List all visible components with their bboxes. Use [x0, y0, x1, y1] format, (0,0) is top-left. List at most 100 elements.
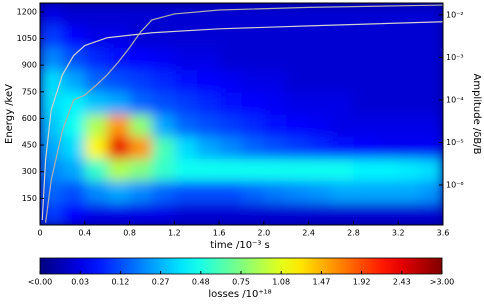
heat-cell	[308, 158, 332, 182]
heat-cell	[308, 91, 332, 115]
heat-cell	[331, 91, 354, 115]
heat-cell	[40, 91, 63, 115]
heat-cell	[151, 202, 175, 225]
heat-cell	[420, 136, 443, 159]
heat-cell	[286, 25, 310, 48]
heat-cell	[331, 158, 354, 182]
heat-cell	[219, 69, 242, 93]
heat-cell	[353, 69, 377, 93]
heat-cell	[129, 3, 153, 26]
heat-cell	[129, 158, 153, 182]
heat-cell	[84, 158, 108, 182]
heat-cell	[375, 114, 399, 137]
heat-cell	[129, 47, 153, 71]
heat-cell	[62, 158, 86, 182]
heat-cell	[241, 136, 265, 159]
heat-cell	[241, 3, 265, 26]
heat-cell	[196, 136, 220, 159]
heat-cell	[420, 3, 443, 26]
heat-cell	[353, 114, 377, 137]
heat-cell	[420, 158, 443, 182]
heat-cell	[398, 3, 422, 26]
heat-cell	[129, 136, 153, 159]
heat-cell	[263, 91, 287, 115]
heat-cell	[375, 202, 399, 225]
heat-cell	[196, 91, 220, 115]
heat-cell	[62, 91, 86, 115]
heat-cell	[107, 69, 131, 93]
heat-cell	[420, 25, 443, 48]
heat-cell	[196, 47, 220, 71]
heat-cell	[353, 47, 377, 71]
heat-cell	[353, 25, 377, 48]
heat-cell	[241, 69, 265, 93]
amplitude-line	[45, 4, 443, 223]
heat-cell	[331, 114, 354, 137]
heat-cell	[331, 180, 354, 204]
colorbar-tick-label: 1.92	[353, 278, 371, 287]
heat-cell	[331, 25, 354, 48]
y-tick-label: 1050	[17, 34, 37, 43]
heat-cell	[40, 25, 63, 48]
heat-cell	[286, 202, 310, 225]
heat-cell	[263, 114, 287, 137]
heat-cell	[375, 25, 399, 48]
heat-cell	[420, 114, 443, 137]
heat-cell	[353, 91, 377, 115]
heat-cell	[84, 180, 108, 204]
heat-cell	[375, 158, 399, 182]
heat-cell	[219, 3, 242, 26]
heat-cell	[174, 114, 198, 137]
y-tick-label: 300	[22, 167, 37, 176]
heat-cell	[107, 47, 131, 71]
heat-cell	[107, 136, 131, 159]
y2-tick-label: 10⁻⁵	[446, 138, 464, 147]
heat-cell	[174, 47, 198, 71]
heat-cell	[62, 3, 86, 26]
heat-cell	[286, 114, 310, 137]
heatmap	[40, 3, 443, 225]
heat-cell	[129, 69, 153, 93]
amplitude-lines	[41, 4, 443, 223]
x-tick-label: 3.2	[392, 229, 405, 238]
heat-cell	[263, 158, 287, 182]
heat-cell	[129, 202, 153, 225]
heat-cell	[375, 91, 399, 115]
heat-cell	[353, 158, 377, 182]
colorbar-tick-label: 0.75	[232, 278, 250, 287]
heat-cell	[107, 91, 131, 115]
heat-cell	[375, 3, 399, 26]
heat-cell	[129, 25, 153, 48]
heat-cell	[174, 202, 198, 225]
heat-cell	[398, 158, 422, 182]
heat-cell	[219, 25, 242, 48]
heat-cell	[84, 114, 108, 137]
heat-cell	[151, 180, 175, 204]
heat-cell	[286, 91, 310, 115]
heat-cell	[308, 3, 332, 26]
heat-cell	[331, 47, 354, 71]
colorbar-tick-label: >3.00	[430, 278, 455, 287]
plot-frame	[39, 2, 444, 226]
heat-cell	[40, 3, 63, 26]
y2-axis-label: Amplitude /δB/B	[471, 73, 482, 154]
heat-cell	[107, 114, 131, 137]
heat-cell	[62, 69, 86, 93]
heat-cell	[196, 69, 220, 93]
heat-cell	[241, 47, 265, 71]
heat-cell	[40, 136, 63, 159]
heat-cell	[286, 180, 310, 204]
y-axis-label: Energy /keV	[4, 84, 15, 144]
heat-cell	[331, 3, 354, 26]
heat-cell	[62, 180, 86, 204]
heat-cell	[331, 202, 354, 225]
heat-cell	[151, 69, 175, 93]
heat-cell	[219, 158, 242, 182]
y-tick-label: 150	[22, 194, 37, 203]
heat-cell	[263, 136, 287, 159]
heat-cell	[196, 180, 220, 204]
heat-cell	[219, 47, 242, 71]
heat-cell	[219, 136, 242, 159]
heat-cell	[40, 47, 63, 71]
